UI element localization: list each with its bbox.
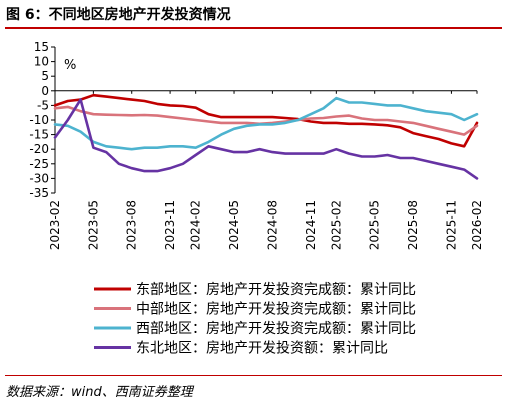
y-tick-label: -10 xyxy=(29,113,49,127)
x-tick-label: 2024-11 xyxy=(304,200,318,250)
y-tick-label: 10 xyxy=(34,55,49,69)
y-tick-label: -35 xyxy=(29,186,49,200)
chart-lines xyxy=(53,93,479,180)
x-tick-label: 2025-11 xyxy=(444,200,458,250)
y-tick-label: -30 xyxy=(29,171,49,185)
y-tick-label: 15 xyxy=(34,40,49,54)
x-tick-label: 2023-11 xyxy=(163,200,177,250)
chart-legend: 东部地区：房地产开发投资完成额：累计同比中部地区：房地产开发投资完成额：累计同比… xyxy=(94,282,416,357)
figure-title: 图 6：不同地区房地产开发投资情况 xyxy=(6,7,231,23)
y-tick-label: -15 xyxy=(29,128,49,142)
x-tick-label: 2025-02 xyxy=(329,200,343,250)
y-tick-label: -5 xyxy=(37,98,49,112)
x-tick-label: 2024-08 xyxy=(265,200,279,250)
x-tick-label: 2023-02 xyxy=(48,200,62,250)
x-tick-label: 2023-08 xyxy=(125,200,139,250)
title-rule xyxy=(5,27,502,29)
series-line-1 xyxy=(53,93,479,148)
legend-label-1: 东部地区：房地产开发投资完成额：累计同比 xyxy=(136,282,416,298)
series-line-3 xyxy=(53,96,479,151)
x-tick-label: 2025-08 xyxy=(406,200,420,250)
series-line-4 xyxy=(53,98,479,180)
y-tick-label: -25 xyxy=(29,157,49,171)
y-unit-label: % xyxy=(64,58,76,73)
legend-label-2: 中部地区：房地产开发投资完成额：累计同比 xyxy=(136,302,416,318)
x-tick-label: 2026-02 xyxy=(470,200,484,250)
x-tick-label: 2023-05 xyxy=(86,200,100,250)
legend-label-3: 西部地区：房地产开发投资完成额：累计同比 xyxy=(136,321,416,337)
y-tick-label: -20 xyxy=(29,142,49,156)
y-tick-label: 0 xyxy=(41,84,49,98)
y-tick-label: 5 xyxy=(41,69,49,83)
series-line-2 xyxy=(53,105,479,136)
legend-label-4: 东北地区：房地产开发投资额：累计同比 xyxy=(136,341,388,357)
x-tick-label: 2024-05 xyxy=(227,200,241,250)
x-tick-label: 2025-05 xyxy=(368,200,382,250)
source-rule xyxy=(5,375,502,376)
x-tick-label: 2024-02 xyxy=(189,200,203,250)
source-note: 数据来源：wind、西南证券整理 xyxy=(6,385,193,400)
